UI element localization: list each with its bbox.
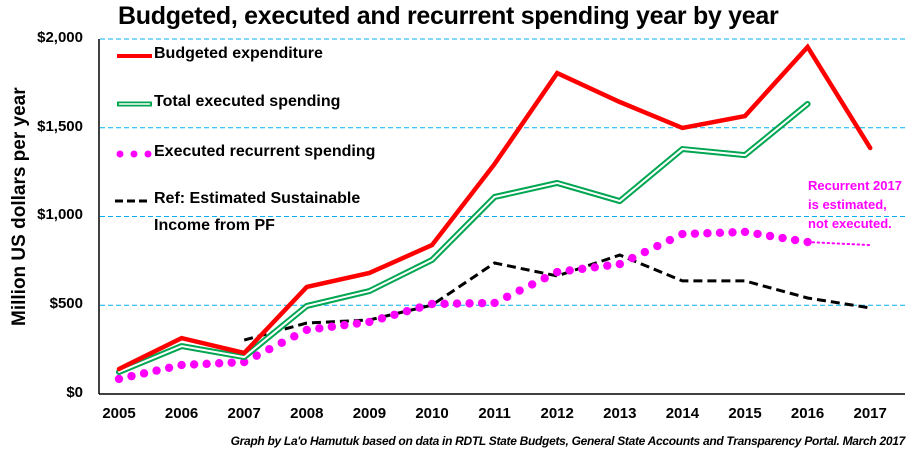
recurrent-dot [164,363,174,373]
annotation-line: not executed. [808,216,892,231]
recurrent-dot [540,274,549,283]
recurrent-dot [703,229,712,238]
recurrent-dot [177,360,186,370]
legend-label-executed: Total executed spending [154,93,341,110]
series-line-recurrent-estimated [806,241,872,247]
recurrent-dot [753,229,762,239]
recurrent-dot [728,228,737,237]
x-tick-label: 2014 [665,405,700,422]
x-tick-label: 2017 [853,405,887,422]
recurrent-dot [202,359,211,369]
x-tick-label: 2007 [227,405,261,422]
recurrent-dot [653,241,662,251]
recurrent-dot [152,366,161,375]
recurrent-dot [252,351,261,360]
recurrent-dot [465,299,474,308]
y-tick-label: $2,000 [37,29,83,46]
recurrent-dot [440,299,449,308]
recurrent-dot [265,344,274,354]
chart-title: Budgeted, executed and recurrent spendin… [118,2,779,30]
x-tick-label: 2005 [102,405,136,422]
recurrent-dot [415,303,424,312]
recurrent-dot [665,235,675,245]
recurrent-dot [352,319,362,328]
recurrent-dot [590,263,599,272]
recurrent-dot [490,298,499,308]
recurrent-dot [277,338,286,347]
series-line-executed-inner [118,102,809,373]
x-tick-label: 2016 [790,405,825,422]
y-tick-label: $1,000 [37,206,83,223]
recurrent-dot [189,360,199,369]
x-tick-label: 2015 [728,405,762,422]
recurrent-dot [365,317,374,327]
recurrent-dot [678,229,687,239]
series-line-sustainable-income [243,253,871,342]
series-recurrent-dots [114,227,812,384]
gridlines [100,38,905,306]
x-tick-label: 2013 [603,405,637,422]
recurrent-dot [477,298,487,308]
recurrent-dot [527,280,537,289]
recurrent-dot [553,267,562,277]
y-tick-label: $0 [66,384,83,401]
x-tick-label: 2008 [290,405,324,422]
recurrent-dot [290,332,299,341]
source-note: Graph by La'o Hamutuk based on data in R… [230,434,906,448]
x-tick-label: 2009 [352,405,387,422]
recurrent-dot [603,261,612,270]
annotation-recurrent-2017: Recurrent 2017 is estimated, not execute… [808,176,902,233]
annotation-line: is estimated, [808,197,887,212]
recurrent-dot [502,292,512,301]
legend-label-recurrent: Executed recurrent spending [154,143,376,160]
recurrent-dot [790,235,800,245]
recurrent-dot [640,247,650,257]
legend-label-sustainable-line2: Income from PF [154,217,275,234]
recurrent-dot [515,286,524,295]
series-line-budgeted [116,43,873,372]
recurrent-dot [377,314,387,323]
recurrent-dot [327,322,337,331]
recurrent-dot [615,259,624,269]
recurrent-dot [114,374,124,384]
x-tick-label: 2010 [415,405,449,422]
legend-label-budgeted: Budgeted expenditure [154,45,323,62]
recurrent-dot [690,229,700,238]
x-tick-label: 2006 [164,405,199,422]
recurrent-dot [765,231,775,241]
x-tick-label: 2012 [540,405,574,422]
recurrent-dot [402,306,412,316]
recurrent-dot [628,253,637,263]
recurrent-dot [452,299,462,308]
recurrent-dot [340,320,349,330]
recurrent-dot [302,325,311,335]
legend-swatch-recurrent [116,150,152,158]
recurrent-dot [139,369,149,378]
recurrent-dot [214,359,224,368]
series-layer [114,43,873,384]
recurrent-dot [315,324,324,333]
recurrent-dot [427,299,437,309]
recurrent-dot [227,358,236,367]
y-tick-label: $1,500 [37,118,83,135]
recurrent-dot [740,227,750,237]
legend-label-sustainable-line1: Ref: Estimated Sustainable [154,190,361,207]
recurrent-dot [715,228,725,237]
recurrent-dot [390,310,399,319]
recurrent-dot [565,266,574,275]
y-tick-label: $500 [49,295,83,312]
recurrent-dot [127,371,136,381]
annotation-line: Recurrent 2017 [808,178,902,193]
recurrent-dot [778,233,787,243]
recurrent-dot [240,357,249,367]
legend-marks [115,54,152,203]
x-tick-label: 2011 [478,405,511,422]
recurrent-dot [578,264,587,274]
